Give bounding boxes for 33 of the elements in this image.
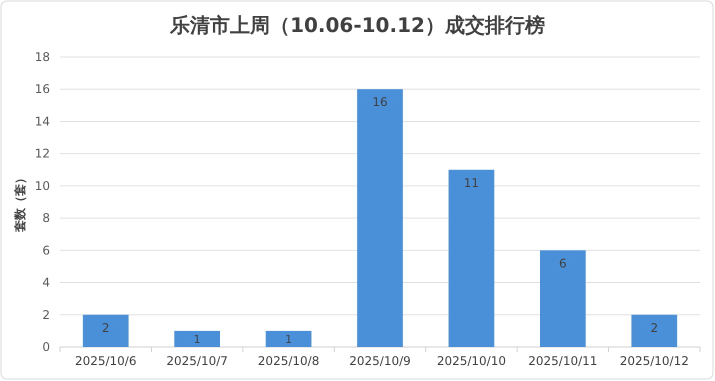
bar (540, 250, 586, 347)
y-tick-label: 8 (42, 211, 50, 226)
data-label: 11 (464, 176, 480, 190)
x-tick-label: 2025/10/6 (74, 354, 136, 368)
y-tick-label: 6 (42, 243, 50, 258)
data-label: 1 (194, 332, 201, 346)
y-tick-label: 2 (42, 308, 50, 322)
data-label: 1 (285, 332, 292, 346)
bar (448, 170, 494, 347)
y-tick-label: 16 (34, 82, 50, 96)
y-tick-label: 4 (42, 276, 50, 290)
bar (631, 314, 678, 347)
y-tick-label: 14 (34, 114, 50, 128)
data-label: 2 (102, 320, 110, 335)
x-tick-label: 2025/10/11 (528, 354, 598, 368)
x-tick-label: 2025/10/7 (166, 354, 228, 368)
bar (266, 330, 312, 347)
y-tick-label: 0 (42, 340, 50, 354)
chart-title: 乐清市上周（10.06-10.12）成交排行榜 (169, 13, 545, 37)
x-tick-label: 2025/10/8 (258, 354, 320, 368)
y-axis-title: 套数（套） (13, 172, 27, 233)
data-label: 2 (650, 320, 658, 335)
x-tick-label: 2025/10/9 (349, 354, 411, 368)
x-tick-label: 2025/10/12 (620, 354, 689, 368)
data-label: 6 (559, 256, 567, 270)
y-tick-label: 12 (34, 146, 50, 161)
y-tick-label: 10 (34, 178, 50, 193)
y-tick-label: 18 (34, 50, 50, 64)
x-tick-label: 2025/10/10 (436, 354, 506, 368)
bar (174, 330, 220, 347)
data-label: 16 (372, 95, 388, 110)
bar (82, 314, 129, 347)
bar (357, 89, 403, 347)
